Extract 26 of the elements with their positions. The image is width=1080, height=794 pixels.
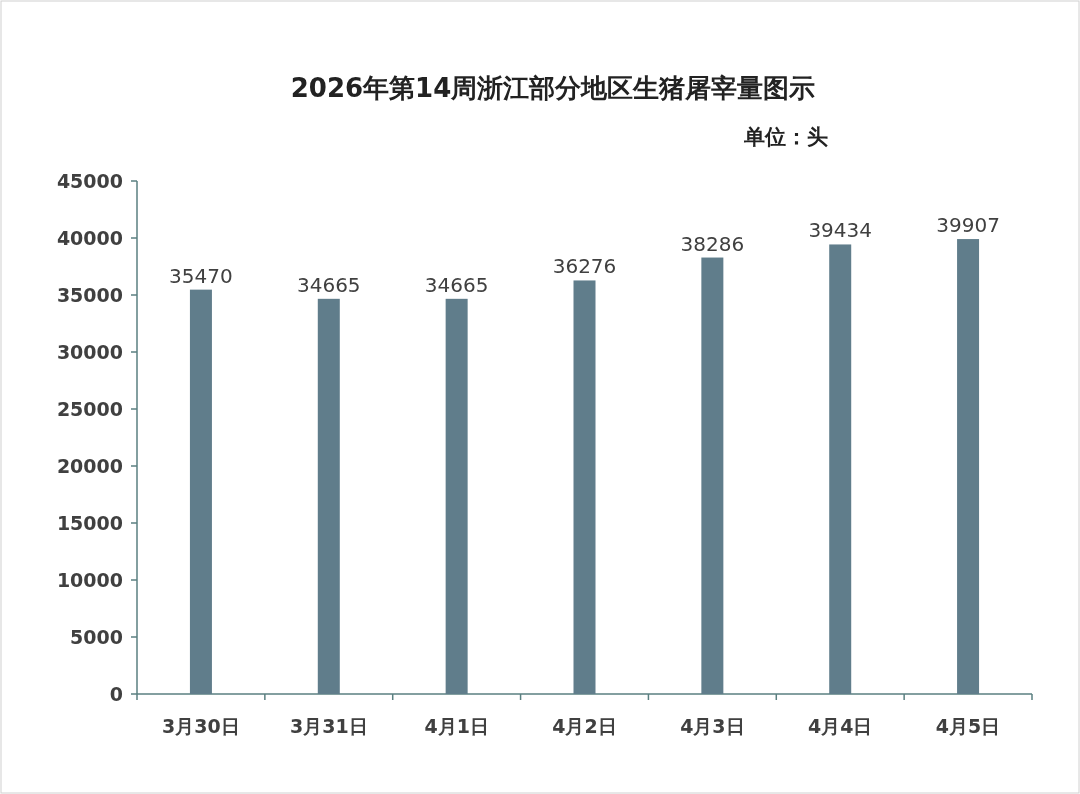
y-tick-label: 25000 (56, 398, 123, 420)
data-label: 39434 (808, 218, 873, 243)
y-tick-label: 45000 (56, 170, 123, 192)
y-tick-label: 5000 (70, 626, 123, 648)
text: 单位：头 (743, 125, 828, 149)
chart-title: 2026年第14周浙江部分地区生猪屠宰量图示 (290, 73, 816, 103)
y-tick-label: 40000 (56, 227, 123, 249)
data-label: 35470 (169, 263, 233, 288)
x-tick-label: 4月1日 (424, 715, 489, 737)
x-tick-label: 4月5日 (935, 715, 1001, 737)
x-tick-label: 3月31日 (289, 715, 368, 737)
y-tick-label: 30000 (56, 341, 123, 363)
y-tick-label: 0 (109, 683, 123, 705)
data-label: 36276 (552, 254, 617, 279)
y-tick-label: 10000 (56, 569, 123, 591)
y-tick-label: 15000 (56, 512, 123, 534)
y-tick-label: 35000 (56, 284, 123, 306)
data-label: 38286 (680, 231, 745, 256)
x-tick-label: 4月2日 (552, 715, 617, 737)
data-label: 34665 (296, 272, 361, 297)
x-tick-label: 4月4日 (807, 715, 873, 737)
data-label: 34665 (424, 272, 489, 297)
x-tick-label: 4月3日 (680, 715, 745, 737)
x-tick-label: 3月30日 (162, 715, 240, 737)
y-tick-label: 20000 (56, 455, 123, 477)
data-label: 39907 (936, 213, 1000, 238)
